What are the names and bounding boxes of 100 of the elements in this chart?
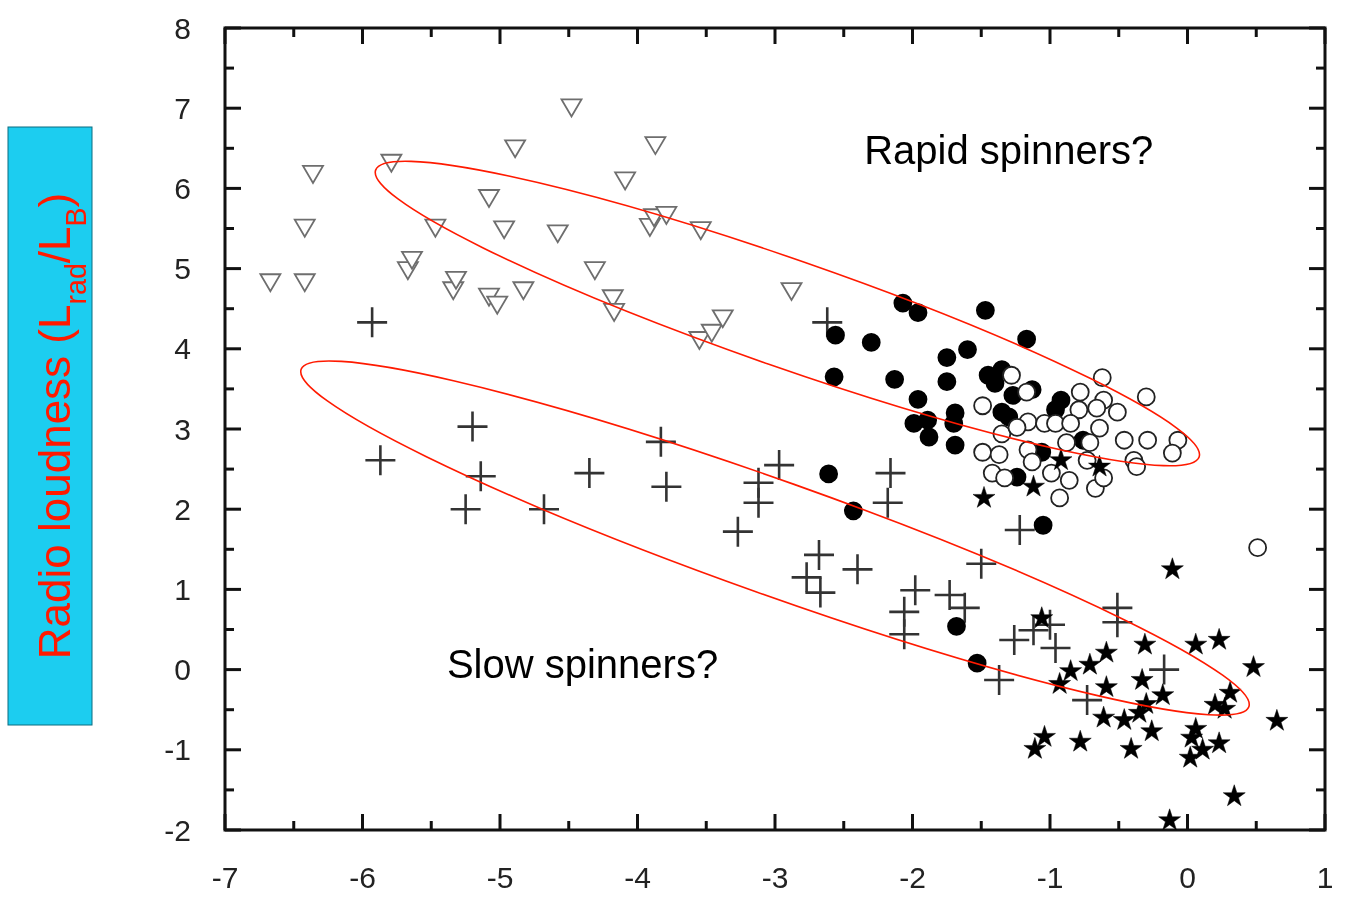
point [1018, 615, 1049, 646]
point [1022, 474, 1045, 497]
point [512, 281, 535, 301]
point [1023, 737, 1047, 759]
y-tick-label: 8 [174, 11, 191, 45]
point [1133, 632, 1157, 655]
point [1207, 628, 1231, 650]
point [875, 458, 906, 489]
x-tick-label: -2 [899, 861, 926, 894]
point [1078, 652, 1102, 675]
point [1095, 675, 1118, 697]
point [1095, 640, 1118, 663]
point [1088, 454, 1111, 477]
point [947, 616, 966, 636]
point [1151, 683, 1174, 705]
point [826, 325, 845, 345]
y-tick-label: 2 [174, 492, 191, 526]
point [1102, 607, 1133, 638]
point [1046, 413, 1065, 433]
point [919, 427, 939, 447]
point [945, 435, 965, 455]
point [1223, 784, 1246, 806]
y-tick-label: 6 [174, 171, 191, 205]
point [1140, 719, 1163, 741]
point [1033, 515, 1053, 535]
point [457, 411, 488, 442]
point [975, 300, 995, 320]
point [1040, 632, 1071, 663]
point [1050, 488, 1070, 508]
point [546, 224, 569, 244]
point [966, 548, 997, 579]
point [900, 575, 931, 606]
point [1004, 515, 1035, 546]
x-tick-label: -5 [486, 861, 514, 894]
point [1113, 708, 1136, 730]
point [1049, 448, 1073, 470]
point [1128, 701, 1151, 723]
y-tick-label: -1 [164, 733, 191, 767]
point [937, 372, 957, 392]
point [486, 295, 509, 315]
point [259, 273, 282, 293]
y-tick-label: -2 [164, 813, 191, 847]
point [973, 396, 993, 416]
point [1017, 329, 1037, 349]
point [934, 580, 965, 611]
annotation: Slow spinners? [446, 641, 719, 686]
point [357, 307, 388, 338]
point [1207, 731, 1231, 753]
point [1059, 659, 1082, 681]
point [1092, 705, 1115, 728]
point [791, 562, 822, 593]
point [824, 367, 844, 387]
point [711, 309, 734, 329]
point [999, 624, 1030, 655]
point [1061, 413, 1081, 433]
y-tick-label: 0 [174, 653, 191, 687]
point [1022, 452, 1042, 472]
point [1242, 655, 1265, 677]
point [958, 340, 977, 359]
point [995, 468, 1015, 488]
x-tick-label: -7 [211, 861, 239, 894]
point [1149, 654, 1180, 685]
point [885, 369, 905, 389]
point [651, 471, 682, 502]
point [1069, 729, 1092, 752]
point [574, 458, 605, 489]
point [780, 282, 803, 301]
x-tick-label: -1 [1036, 861, 1064, 894]
point [1002, 365, 1021, 385]
point [1087, 398, 1107, 418]
point [1007, 418, 1027, 437]
x-tick-label: 1 [1316, 861, 1334, 894]
point [655, 205, 678, 225]
point [465, 461, 496, 492]
point [560, 98, 583, 118]
point [1265, 709, 1289, 731]
point [722, 516, 753, 547]
point [478, 189, 500, 208]
point [1184, 632, 1207, 655]
y-tick-label: 1 [174, 572, 191, 606]
point [743, 467, 774, 498]
point [644, 136, 667, 155]
x-tick-label: 0 [1179, 861, 1196, 894]
point [293, 218, 316, 238]
point [583, 261, 606, 281]
point [1158, 808, 1181, 830]
point [1161, 557, 1184, 579]
x-tick-label: -6 [349, 861, 376, 894]
x-tick-label: -4 [624, 861, 651, 894]
point [949, 592, 980, 623]
point [1162, 443, 1182, 463]
point [445, 270, 467, 290]
point [614, 171, 637, 191]
y-tick-label: 5 [174, 252, 191, 286]
point [805, 577, 836, 608]
point [908, 389, 928, 409]
point [1130, 668, 1154, 690]
point [365, 445, 396, 476]
point [1017, 382, 1037, 402]
point [1033, 725, 1056, 747]
